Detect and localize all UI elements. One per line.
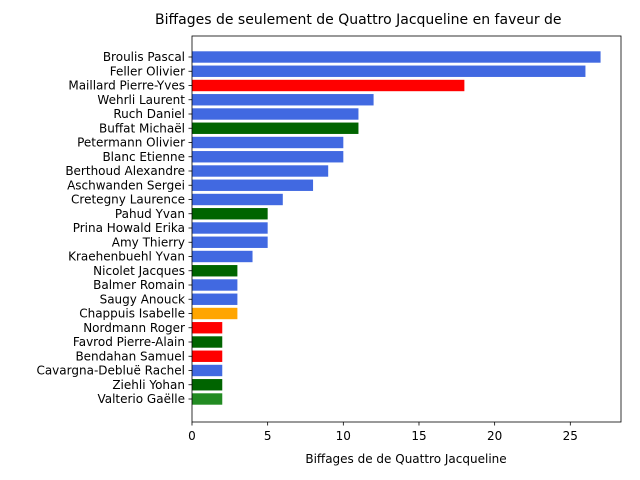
category-label-bendahan-samuel: Bendahan Samuel	[75, 349, 185, 363]
bar-amy-thierry	[192, 236, 268, 248]
category-label-favrod-pierre-alain: Favrod Pierre-Alain	[73, 335, 185, 349]
bar-balmer-romain	[192, 279, 238, 291]
bar-ziehli-yohan	[192, 379, 223, 391]
category-label-cavargna-deblue-rachel: Cavargna-Debluë Rachel	[36, 364, 185, 378]
axes-frame	[191, 35, 622, 423]
category-label-petermann-olivier: Petermann Olivier	[77, 136, 185, 150]
bar-buffat-michael	[192, 122, 359, 134]
bars-group	[192, 51, 601, 405]
x-tick-label: 25	[563, 429, 578, 443]
bar-blanc-etienne	[192, 151, 344, 163]
bar-aschwanden-sergei	[192, 179, 314, 191]
category-label-blanc-etienne: Blanc Etienne	[102, 150, 185, 164]
category-label-nicolet-jacques: Nicolet Jacques	[93, 264, 185, 278]
category-label-aschwanden-sergei: Aschwanden Sergei	[67, 178, 185, 192]
category-label-balmer-romain: Balmer Romain	[93, 278, 185, 292]
category-label-chappuis-isabelle: Chappuis Isabelle	[79, 307, 185, 321]
x-tick-label: 15	[411, 429, 426, 443]
category-label-wehrli-laurent: Wehrli Laurent	[97, 93, 185, 107]
bar-bendahan-samuel	[192, 350, 223, 362]
category-label-feller-olivier: Feller Olivier	[110, 64, 185, 78]
bar-nicolet-jacques	[192, 265, 238, 277]
bar-petermann-olivier	[192, 136, 344, 149]
bar-maillard-pierre-yves	[192, 79, 465, 92]
bar-kraehenbuehl-yvan	[192, 250, 253, 263]
x-tick-label: 0	[188, 429, 196, 443]
category-label-ziehli-yohan: Ziehli Yohan	[112, 378, 185, 392]
category-label-buffat-michael: Buffat Michaël	[99, 121, 185, 135]
bar-nordmann-roger	[192, 322, 223, 334]
category-label-prina-howald-erika: Prina Howald Erika	[73, 221, 185, 235]
bar-cavargna-deblue-rachel	[192, 364, 223, 377]
category-label-kraehenbuehl-yvan: Kraehenbuehl Yvan	[68, 250, 185, 264]
bar-wehrli-laurent	[192, 94, 374, 106]
x-tick-label: 10	[336, 429, 351, 443]
bar-broulis-pascal	[192, 51, 601, 63]
chart-title: Biffages de seulement de Quattro Jacquel…	[155, 12, 562, 28]
bar-feller-olivier	[192, 65, 586, 77]
bar-ruch-daniel	[192, 108, 359, 120]
category-label-berthoud-alexandre: Berthoud Alexandre	[65, 164, 185, 178]
category-label-amy-thierry: Amy Thierry	[112, 235, 185, 249]
bar-pahud-yvan	[192, 208, 268, 220]
category-label-valterio-gaelle: Valterio Gaëlle	[97, 392, 185, 406]
bar-saugy-anouck	[192, 293, 238, 305]
bar-valterio-gaelle	[192, 393, 223, 405]
category-label-saugy-anouck: Saugy Anouck	[100, 292, 185, 306]
x-axis-ticks: 0 5 10 15 20 25	[188, 422, 578, 443]
category-label-maillard-pierre-yves: Maillard Pierre-Yves	[68, 79, 185, 93]
category-label-nordmann-roger: Nordmann Roger	[83, 321, 185, 335]
category-label-cretegny-laurence: Cretegny Laurence	[71, 193, 185, 207]
bar-cretegny-laurence	[192, 193, 283, 206]
bar-prina-howald-erika	[192, 222, 268, 234]
bar-favrod-pierre-alain	[192, 336, 223, 348]
category-label-broulis-pascal: Broulis Pascal	[103, 50, 185, 64]
bar-chappuis-isabelle	[192, 307, 238, 320]
x-tick-label: 20	[487, 429, 502, 443]
bar-berthoud-alexandre	[192, 165, 329, 177]
x-axis-title: Biffages de de Quattro Jacqueline	[305, 452, 506, 466]
axes-spines	[191, 35, 622, 423]
category-label-pahud-yvan: Pahud Yvan	[115, 207, 185, 221]
category-label-ruch-daniel: Ruch Daniel	[113, 107, 185, 121]
x-tick-label: 5	[264, 429, 272, 443]
